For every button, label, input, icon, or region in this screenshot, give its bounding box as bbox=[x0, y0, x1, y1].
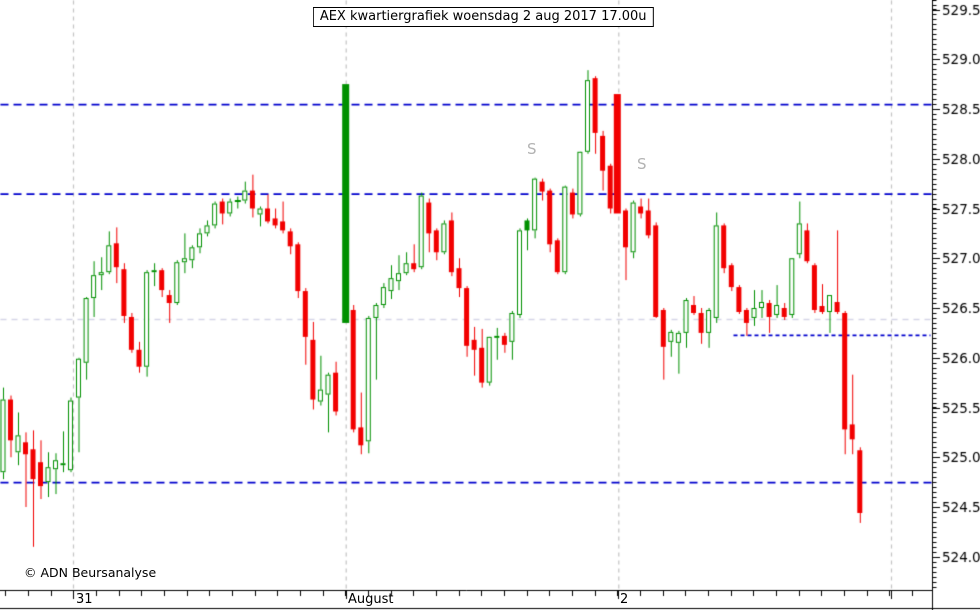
x-axis-day-label: 2 bbox=[620, 592, 629, 607]
chart-title: AEX kwartiergrafiek woensdag 2 aug 2017 … bbox=[312, 7, 654, 27]
signal-marker: S bbox=[527, 140, 537, 158]
x-axis-day-label: 31 bbox=[76, 592, 93, 607]
signal-marker: S bbox=[637, 155, 647, 173]
x-axis-day-label: August bbox=[348, 592, 394, 607]
copyright-label: © ADN Beursanalyse bbox=[24, 565, 157, 580]
